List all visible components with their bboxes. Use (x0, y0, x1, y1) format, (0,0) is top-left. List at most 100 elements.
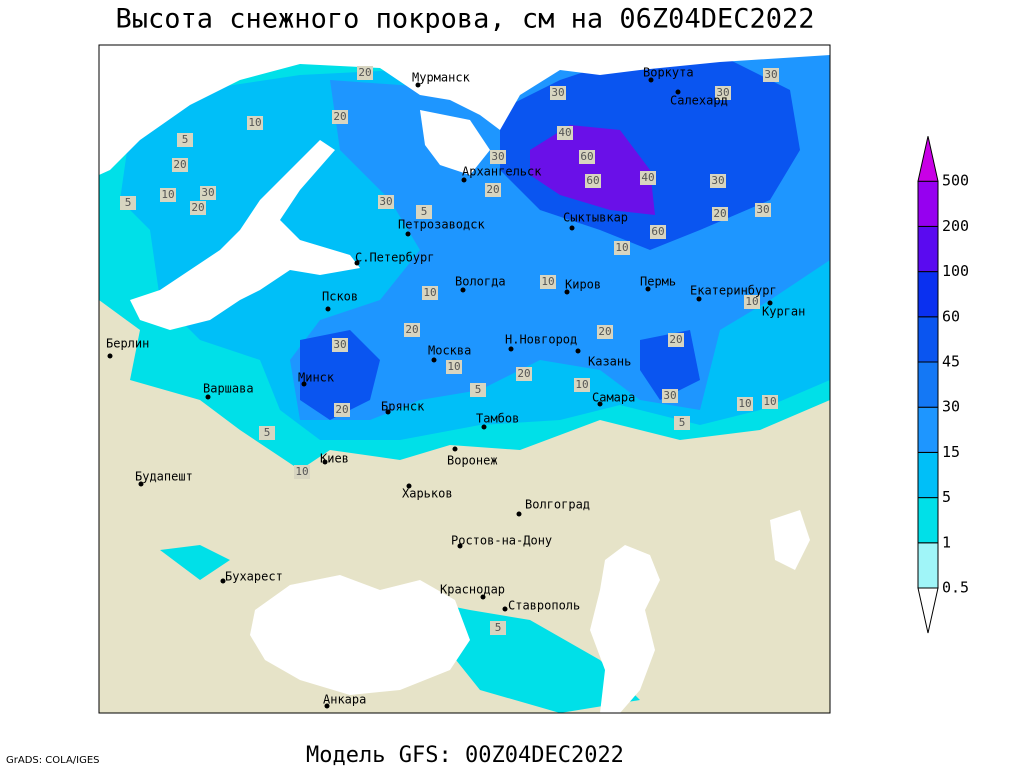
city-label: Берлин (106, 337, 149, 351)
contour-label-box (120, 196, 136, 210)
city-dot (406, 483, 412, 489)
contour-label: 10 (738, 397, 751, 410)
contour-label-box (332, 338, 348, 352)
contour-label-box (404, 323, 420, 337)
contour-label: 10 (745, 295, 758, 308)
city-dot (461, 177, 467, 183)
contour-label: 10 (447, 360, 460, 373)
contour-label: 20 (669, 333, 682, 346)
city-dot (385, 409, 391, 415)
colorbar-label: 100 (942, 262, 969, 280)
contour-label: 20 (486, 183, 499, 196)
contour-label: 60 (586, 174, 599, 187)
contour-label-box (650, 225, 666, 239)
contour-label-box (710, 174, 726, 188)
contour-label-box (357, 66, 373, 80)
contour-label: 20 (191, 201, 204, 214)
colorbar-segment (917, 316, 939, 363)
city-label: Н.Новгород (505, 333, 577, 347)
contour-label-box (762, 395, 778, 409)
contour-label: 20 (173, 158, 186, 171)
colorbar-label: 60 (942, 307, 960, 325)
city-dot (431, 357, 437, 363)
city-label: Архангельск (462, 165, 542, 179)
contour-label-box (557, 126, 573, 140)
city-dot (107, 353, 113, 359)
colorbar-label: 1 (942, 533, 951, 551)
contour-label-box (294, 465, 310, 479)
contour-label-box (160, 188, 176, 202)
city-dot (322, 459, 328, 465)
contour-label-box (422, 286, 438, 300)
city-dot (405, 231, 411, 237)
city-label: Вологда (455, 275, 506, 289)
city-dot (648, 77, 654, 83)
city-label: Будапешт (135, 470, 193, 484)
map (99, 45, 830, 713)
contour-label-box (516, 367, 532, 381)
contour-label: 30 (551, 86, 564, 99)
contour-label: 30 (333, 338, 346, 351)
contour-label: 30 (756, 203, 769, 216)
contour-label-box (334, 403, 350, 417)
contour-label-box (668, 333, 684, 347)
city-dot (220, 578, 226, 584)
city-label: Варшава (203, 382, 254, 396)
contour-label-box (737, 397, 753, 411)
contour-label-box (416, 205, 432, 219)
colorbar-label: 500 (942, 172, 969, 190)
city-dot (452, 446, 458, 452)
contour-label: 5 (125, 196, 132, 209)
colorbar-label: 30 (942, 398, 960, 416)
contour-label-box (574, 378, 590, 392)
contour-label-box (490, 150, 506, 164)
city-label: Ставрополь (508, 599, 580, 613)
credit: GrADS: COLA/IGES (6, 755, 100, 766)
city-label: Курган (762, 305, 805, 319)
city-dot (354, 260, 360, 266)
city-dot (569, 225, 575, 231)
contour-label-box (614, 241, 630, 255)
city-dot (460, 287, 466, 293)
contour-label-box (378, 195, 394, 209)
snow-30-45 (300, 55, 800, 420)
contour-label: 10 (541, 275, 554, 288)
city-label: Минск (298, 371, 335, 385)
city-dot (301, 381, 307, 387)
city-label: Анкара (323, 693, 366, 707)
city-label: Брянск (381, 400, 425, 414)
map-frame (98, 44, 831, 714)
contour-label-box (640, 171, 656, 185)
caspian-sea (590, 545, 660, 713)
city-label: Тамбов (476, 412, 519, 426)
city-label: Екатеринбург (690, 284, 777, 298)
contour-label-box (550, 86, 566, 100)
contour-label-box (674, 416, 690, 430)
colorbar-segment (917, 497, 939, 544)
contour-label-box (259, 426, 275, 440)
contour-label: 20 (598, 325, 611, 338)
colorbar-label: 0.5 (942, 579, 969, 597)
snow-60-100 (530, 125, 655, 215)
contour-label-box (763, 68, 779, 82)
colorbar-label: 45 (942, 353, 960, 371)
contour-label-box (744, 295, 760, 309)
contour-label-box (177, 133, 193, 147)
colorbar-label: 5 (942, 488, 951, 506)
contour-label: 20 (335, 403, 348, 416)
city-label: Москва (428, 344, 471, 358)
contour-label: 30 (379, 195, 392, 208)
city-label: Бухарест (225, 570, 283, 584)
city-dot (480, 594, 486, 600)
contour-label: 20 (517, 367, 530, 380)
city-label: Псков (322, 290, 358, 304)
city-dot (696, 296, 702, 302)
subtitle: Модель GFS: 00Z04DEC2022 (306, 743, 624, 768)
contour-label: 40 (558, 126, 571, 139)
city-dot (457, 543, 463, 549)
city-label: Казань (588, 355, 631, 369)
city-dot (575, 348, 581, 354)
black-sea (250, 575, 470, 695)
colorbar-segment (917, 271, 939, 318)
